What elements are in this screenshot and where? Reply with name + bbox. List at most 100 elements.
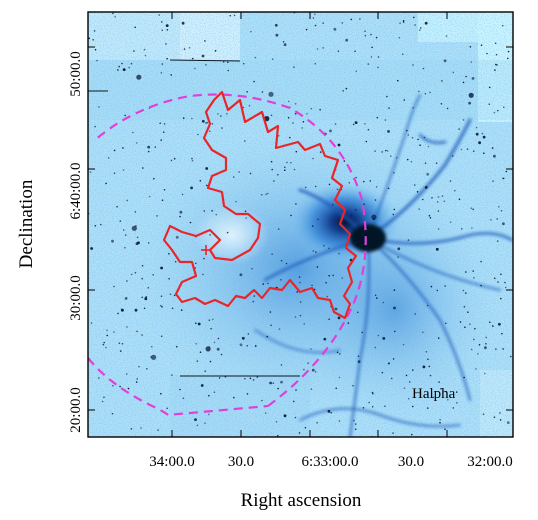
star [122, 147, 124, 149]
star [191, 157, 193, 160]
star [101, 400, 104, 403]
star [375, 186, 378, 188]
star [135, 381, 138, 383]
star [299, 301, 302, 303]
star [317, 218, 319, 221]
star [412, 64, 414, 66]
star [467, 311, 469, 314]
star [160, 304, 162, 307]
star [485, 336, 488, 339]
star [214, 50, 217, 52]
star [504, 281, 506, 284]
star [206, 184, 208, 187]
star [158, 14, 161, 16]
star [354, 209, 357, 211]
star [334, 123, 337, 125]
star [294, 113, 297, 115]
star [252, 379, 255, 381]
star [233, 14, 236, 17]
star [119, 350, 122, 352]
star [498, 206, 500, 208]
star [213, 341, 216, 344]
star [277, 434, 279, 437]
star [151, 345, 153, 348]
star [377, 56, 380, 58]
star [226, 113, 228, 115]
star [485, 343, 487, 345]
star [443, 200, 446, 203]
star [88, 37, 91, 40]
star [121, 308, 124, 312]
star [106, 329, 108, 332]
star [271, 168, 274, 171]
star [428, 214, 431, 217]
star [382, 301, 385, 304]
star [444, 428, 446, 431]
star [289, 136, 291, 139]
star [393, 208, 396, 211]
star [106, 334, 108, 337]
star [364, 34, 367, 37]
star [337, 50, 340, 52]
star [117, 69, 119, 71]
star [465, 271, 467, 273]
star [464, 326, 466, 329]
star [239, 273, 243, 277]
star [495, 53, 498, 56]
star [124, 114, 126, 117]
star [314, 13, 316, 16]
star [160, 72, 163, 74]
star [208, 319, 211, 322]
y-axis-title: Declination [16, 179, 37, 268]
star [499, 412, 501, 414]
star [413, 184, 416, 186]
star [449, 180, 452, 182]
star [338, 376, 341, 379]
star [504, 286, 507, 289]
star [337, 316, 341, 320]
star [156, 215, 158, 217]
star [179, 388, 181, 391]
star [271, 58, 274, 60]
star [221, 127, 223, 129]
star [304, 426, 307, 429]
star [160, 266, 164, 270]
star [407, 134, 410, 136]
star [218, 377, 221, 379]
star [365, 140, 368, 143]
star [488, 103, 491, 105]
plot-frame [87, 11, 514, 438]
star [161, 63, 164, 65]
red-contour [162, 90, 358, 320]
star [90, 247, 93, 250]
star [303, 368, 305, 371]
star [267, 282, 269, 285]
star [418, 208, 421, 210]
star [493, 416, 496, 419]
star [495, 63, 497, 66]
star [350, 18, 353, 21]
star [502, 348, 504, 350]
star [437, 210, 440, 212]
star [227, 69, 230, 72]
star [210, 327, 212, 330]
star [161, 21, 163, 23]
star [195, 262, 197, 265]
star [445, 322, 447, 325]
star [122, 229, 125, 231]
star [469, 323, 471, 326]
star [267, 192, 269, 195]
star [454, 189, 456, 192]
star [357, 360, 361, 363]
star [419, 144, 421, 146]
star [208, 394, 210, 397]
star [282, 41, 285, 43]
star [301, 127, 304, 129]
star [406, 158, 409, 161]
star [426, 304, 429, 307]
star [147, 242, 150, 244]
y-tick-label: 30:00.0 [68, 275, 84, 320]
star [98, 377, 100, 379]
star [295, 150, 298, 153]
star [372, 392, 374, 395]
